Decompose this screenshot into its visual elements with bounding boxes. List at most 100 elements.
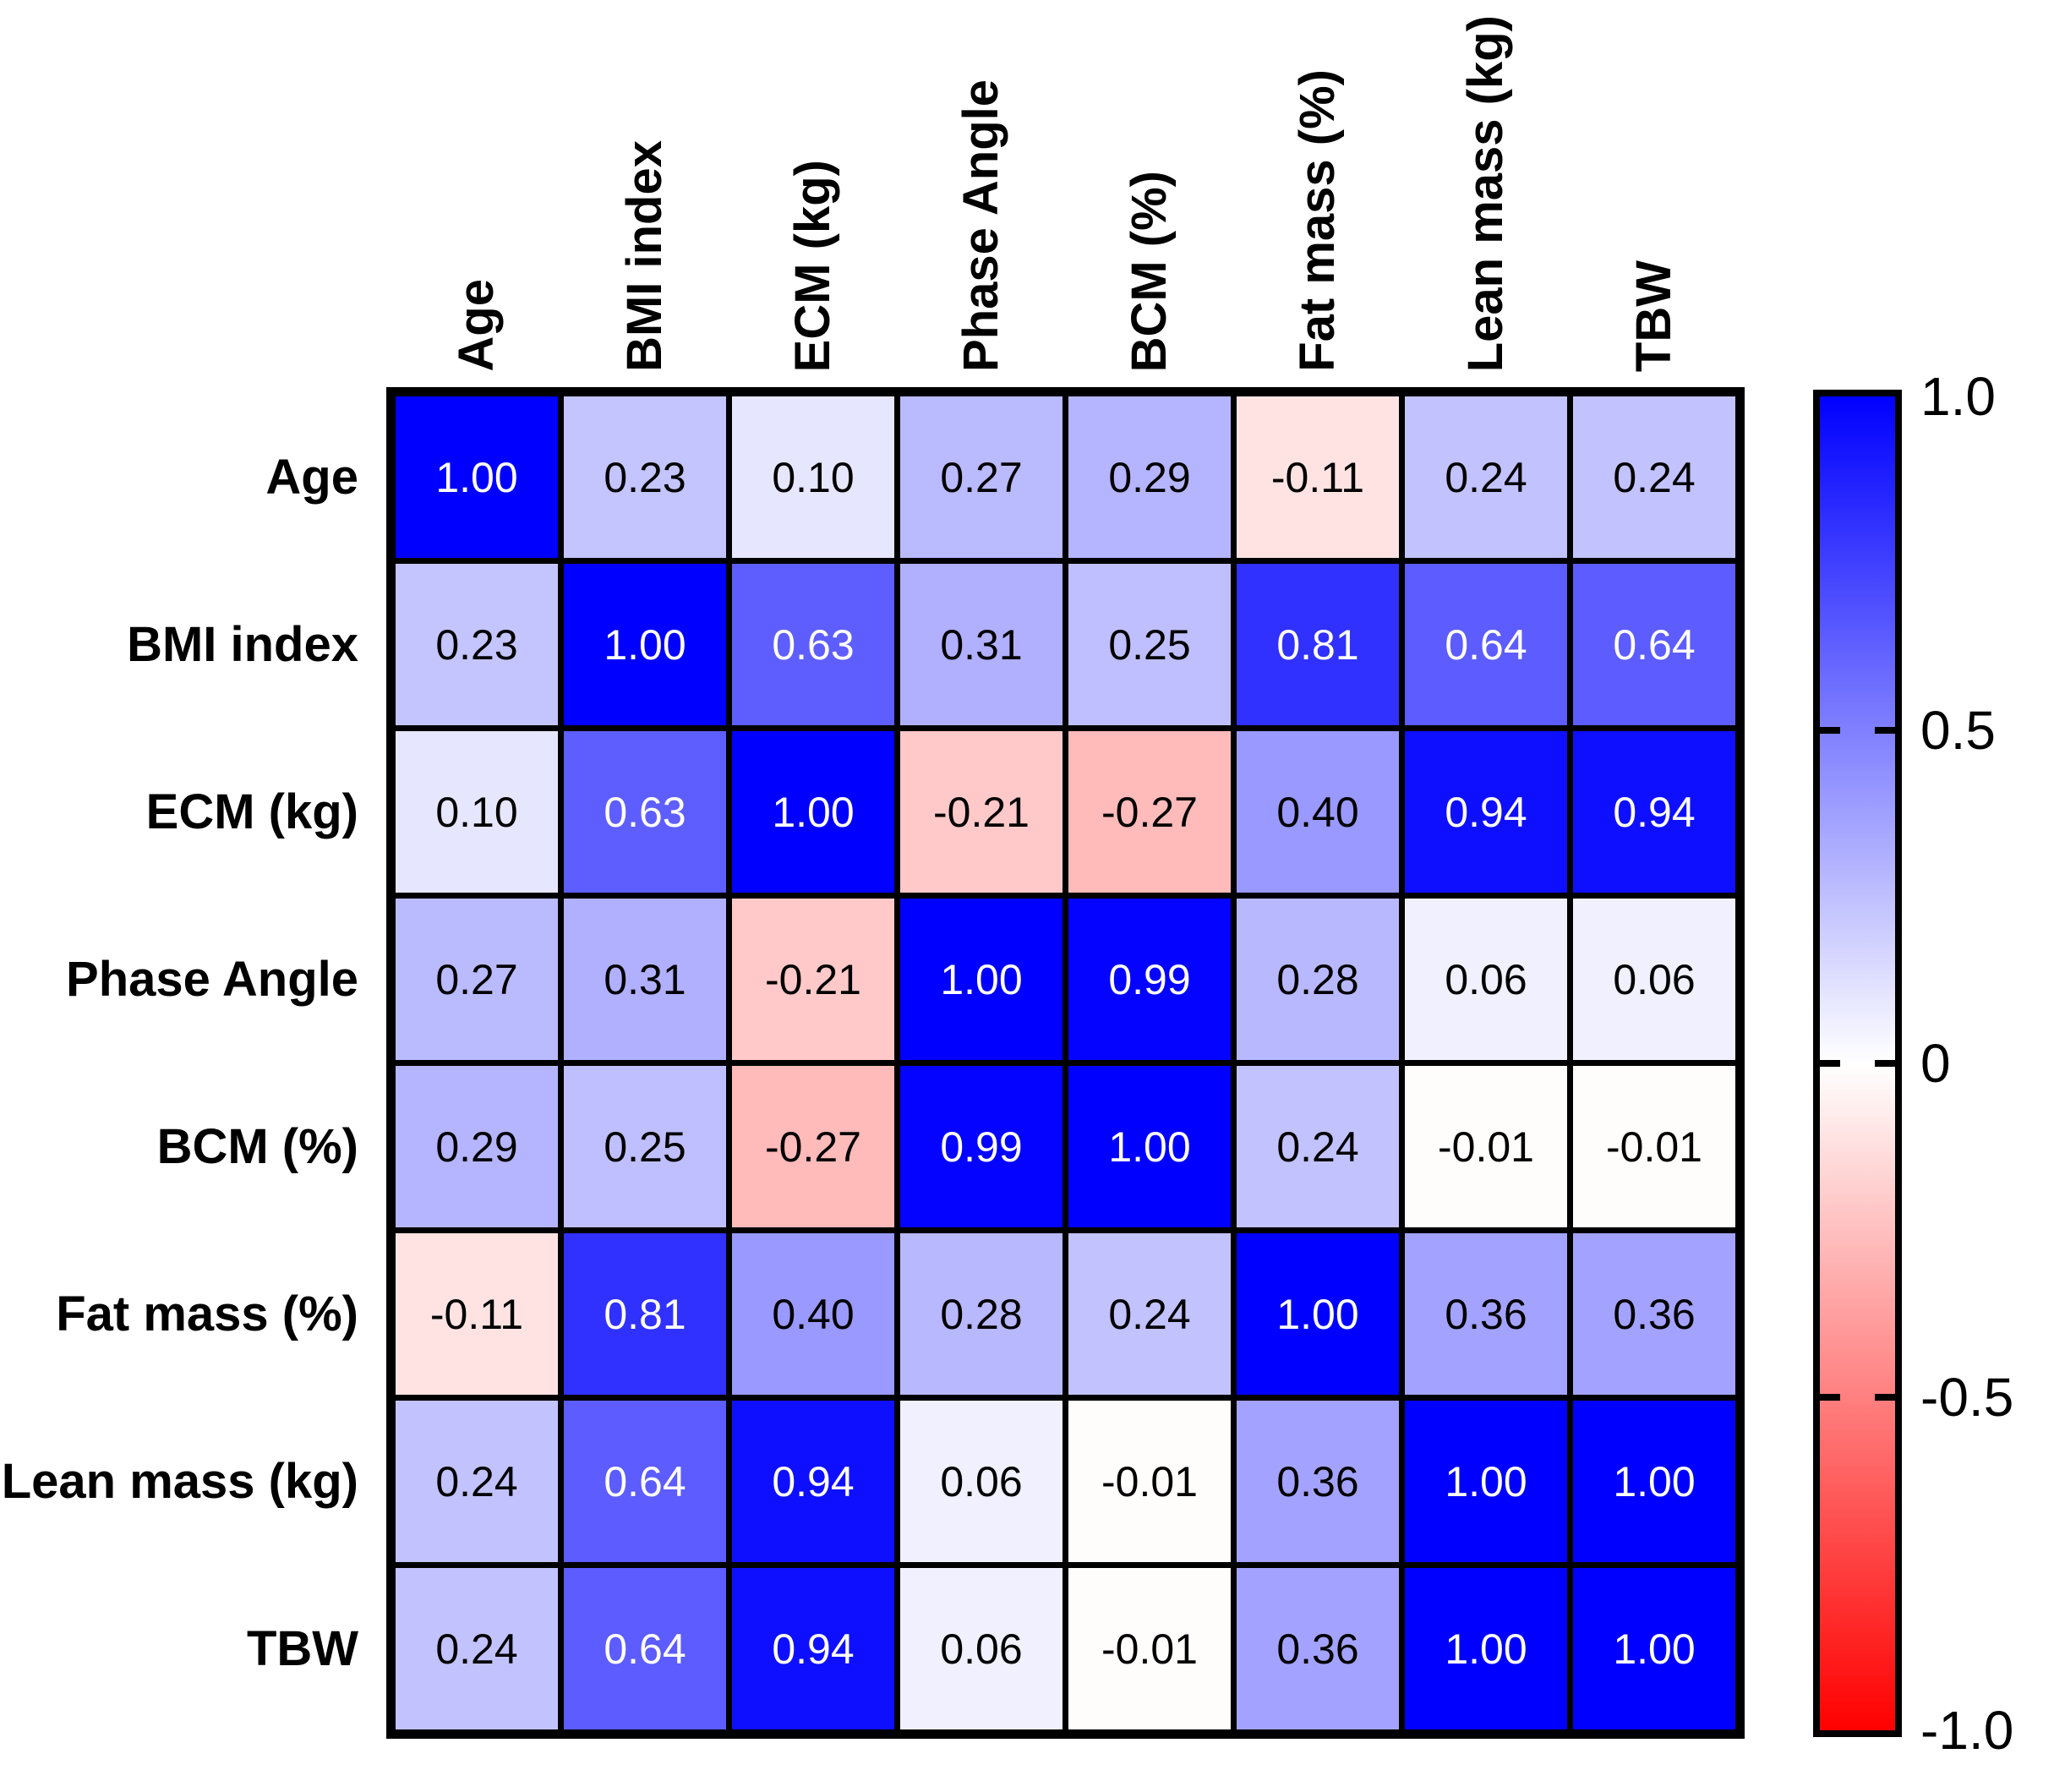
row-label: TBW bbox=[246, 1621, 358, 1676]
matrix-cell: 1.00 bbox=[564, 564, 726, 725]
row-label-slot: BMI index bbox=[0, 564, 377, 725]
matrix-cell: 0.64 bbox=[1405, 564, 1567, 725]
matrix-cell: -0.27 bbox=[1068, 731, 1231, 893]
row-labels: Age BMI index ECM (kg) Phase Angle BCM (%) Fa… bbox=[0, 396, 377, 1729]
matrix-cell: 0.40 bbox=[1237, 731, 1399, 893]
matrix-cell: 0.64 bbox=[564, 1568, 726, 1729]
matrix-cell: 0.63 bbox=[732, 564, 894, 725]
row-label-slot: Age bbox=[0, 396, 377, 558]
matrix-cell: 0.36 bbox=[1573, 1233, 1735, 1395]
column-label: Lean mass (kg) bbox=[1458, 14, 1513, 372]
row-label: Phase Angle bbox=[66, 952, 358, 1007]
colorbar-tick-label: 1.0 bbox=[1920, 366, 1996, 427]
column-label-slot: TBW bbox=[1573, 0, 1735, 372]
column-label: TBW bbox=[1626, 260, 1681, 372]
matrix-cell: 0.81 bbox=[1237, 564, 1399, 725]
matrix-cell: 0.25 bbox=[564, 1066, 726, 1227]
matrix-cell: 1.00 bbox=[732, 731, 894, 893]
matrix-cell: 0.24 bbox=[1573, 396, 1735, 558]
column-label-slot: ECM (kg) bbox=[732, 0, 894, 372]
colorbar-tick-mark bbox=[1820, 1060, 1840, 1067]
row-label: Age bbox=[265, 450, 358, 505]
row-label: Fat mass (%) bbox=[56, 1287, 358, 1341]
column-label: BMI index bbox=[617, 140, 672, 372]
matrix-cell: 0.06 bbox=[900, 1401, 1063, 1562]
matrix-cell: 1.00 bbox=[1237, 1233, 1399, 1395]
matrix-cell: 0.24 bbox=[396, 1401, 558, 1562]
matrix-cell: 0.63 bbox=[564, 731, 726, 893]
matrix-cell: -0.01 bbox=[1068, 1401, 1231, 1562]
matrix-cell: -0.21 bbox=[732, 899, 894, 1060]
row-label-slot: Phase Angle bbox=[0, 899, 377, 1060]
matrix-cell: 0.94 bbox=[732, 1568, 894, 1729]
matrix-cell: 1.00 bbox=[1405, 1401, 1567, 1562]
column-labels: Age BMI index ECM (kg) Phase Angle BCM (%) Fa… bbox=[396, 0, 1735, 372]
matrix-cell: 0.28 bbox=[1237, 899, 1399, 1060]
colorbar-tick-mark bbox=[1875, 1393, 1895, 1401]
colorbar-tick-label: -1.0 bbox=[1920, 1700, 2014, 1761]
column-label-slot: Fat mass (%) bbox=[1237, 0, 1399, 372]
colorbar bbox=[1813, 390, 1902, 1737]
matrix-cell: 0.24 bbox=[1068, 1233, 1231, 1395]
matrix-cell: 0.29 bbox=[396, 1066, 558, 1227]
matrix-cell: 0.06 bbox=[1573, 899, 1735, 1060]
matrix-cell: 0.27 bbox=[900, 396, 1063, 558]
column-label-slot: Phase Angle bbox=[900, 0, 1063, 372]
matrix-cell: 0.23 bbox=[396, 564, 558, 725]
matrix-cell: 0.25 bbox=[1068, 564, 1231, 725]
colorbar-tick-mark bbox=[1820, 726, 1840, 734]
row-label-slot: ECM (kg) bbox=[0, 731, 377, 893]
matrix-cell: 0.36 bbox=[1237, 1401, 1399, 1562]
matrix-cell: -0.01 bbox=[1405, 1066, 1567, 1227]
matrix-cell: 1.00 bbox=[1068, 1066, 1231, 1227]
matrix-cell: -0.11 bbox=[396, 1233, 558, 1395]
matrix-cell: 0.27 bbox=[396, 899, 558, 1060]
matrix-cell: 0.06 bbox=[900, 1568, 1063, 1729]
matrix-cell: 0.40 bbox=[732, 1233, 894, 1395]
column-label-slot: Age bbox=[396, 0, 558, 372]
colorbar-tick-label: 0 bbox=[1920, 1033, 1951, 1094]
matrix-cell: 0.24 bbox=[1405, 396, 1567, 558]
matrix-cell: 0.31 bbox=[564, 899, 726, 1060]
matrix-cell: 0.10 bbox=[732, 396, 894, 558]
colorbar-tick-mark bbox=[1875, 726, 1895, 734]
matrix-cell: 0.24 bbox=[396, 1568, 558, 1729]
colorbar-tick-mark bbox=[1820, 1393, 1840, 1401]
matrix-cell: 0.99 bbox=[1068, 899, 1231, 1060]
matrix-cell: 1.00 bbox=[1405, 1568, 1567, 1729]
matrix-cell: 0.64 bbox=[564, 1401, 726, 1562]
column-label-slot: BMI index bbox=[564, 0, 726, 372]
column-label: Phase Angle bbox=[953, 79, 1008, 372]
matrix-cell: -0.21 bbox=[900, 731, 1063, 893]
matrix-cell: 0.81 bbox=[564, 1233, 726, 1395]
matrix-cell: 1.00 bbox=[1573, 1568, 1735, 1729]
matrix-cell: 0.28 bbox=[900, 1233, 1063, 1395]
row-label: Lean mass (kg) bbox=[1, 1454, 358, 1509]
row-label: BMI index bbox=[127, 617, 358, 672]
colorbar-tick-label: 0.5 bbox=[1920, 699, 1996, 761]
matrix-cell: 1.00 bbox=[1573, 1401, 1735, 1562]
matrix-cell: 1.00 bbox=[396, 396, 558, 558]
row-label: ECM (kg) bbox=[145, 784, 358, 839]
matrix-cell: 0.23 bbox=[564, 396, 726, 558]
matrix-cell: 0.06 bbox=[1405, 899, 1567, 1060]
matrix-cell: 0.64 bbox=[1573, 564, 1735, 725]
column-label: ECM (kg) bbox=[785, 159, 840, 372]
matrix-cell: -0.01 bbox=[1068, 1568, 1231, 1729]
matrix-cell: -0.27 bbox=[732, 1066, 894, 1227]
column-label: Fat mass (%) bbox=[1290, 69, 1345, 372]
matrix-cell: 0.94 bbox=[1573, 731, 1735, 893]
colorbar-tick-label: -0.5 bbox=[1920, 1366, 2014, 1428]
matrix-cell: 0.24 bbox=[1237, 1066, 1399, 1227]
column-label: BCM (%) bbox=[1122, 170, 1177, 372]
matrix-cell: 0.94 bbox=[1405, 731, 1567, 893]
column-label: Age bbox=[449, 279, 504, 372]
matrix-cell: 1.00 bbox=[900, 899, 1063, 1060]
row-label-slot: BCM (%) bbox=[0, 1066, 377, 1227]
matrix-cell: 0.10 bbox=[396, 731, 558, 893]
matrix-cell: 0.99 bbox=[900, 1066, 1063, 1227]
correlation-matrix: 1.00 0.23 0.10 0.27 0.29 -0.11 0.24 0.24 0.23 1.0… bbox=[386, 387, 1745, 1739]
colorbar-tick-mark bbox=[1875, 1060, 1895, 1067]
matrix-cell: 0.36 bbox=[1405, 1233, 1567, 1395]
matrix-cell: -0.01 bbox=[1573, 1066, 1735, 1227]
